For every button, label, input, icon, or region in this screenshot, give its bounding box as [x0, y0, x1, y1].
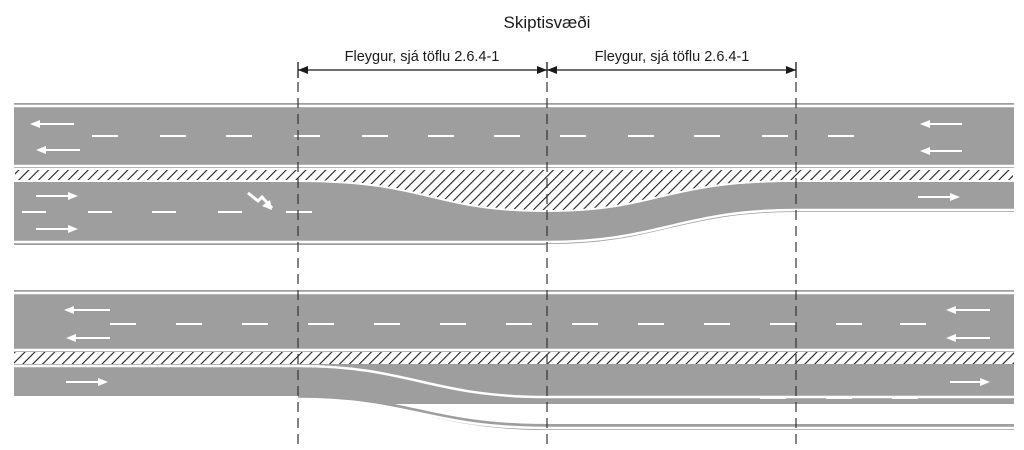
arrow-left-icon [64, 306, 110, 314]
arrow-left-icon [30, 120, 74, 128]
arrow-left-icon [920, 147, 962, 155]
arrow-right-icon [950, 408, 990, 416]
dimension-label-left: Fleygur, sjá töflu 2.6.4-1 [345, 49, 500, 65]
dimension-line [297, 62, 797, 78]
arrow-left-icon [920, 120, 962, 128]
arrow-right-icon [36, 225, 78, 233]
arrow-left-icon [36, 146, 80, 154]
merge-arrow-icon [247, 191, 274, 210]
bottom-road [13, 290, 1015, 450]
arrow-right-icon [950, 378, 990, 386]
bottom-hatched-median [14, 352, 1014, 364]
diagram-title: Skiptisvæði [504, 13, 591, 32]
arrow-left-icon [946, 334, 990, 342]
top-road [13, 103, 1015, 249]
arrow-left-icon [946, 306, 990, 314]
arrow-right-icon [66, 378, 108, 386]
dimension-label-right: Fleygur, sjá töflu 2.6.4-1 [595, 49, 750, 65]
arrow-left-icon [66, 334, 110, 342]
top-lane-dashes [22, 135, 854, 213]
bottom-lane-dashes [110, 323, 926, 399]
arrow-right-icon [36, 192, 78, 200]
arrow-right-icon [918, 193, 960, 201]
section-guide-lines [297, 82, 797, 446]
top-road-shoulder-cut [546, 212, 1015, 249]
